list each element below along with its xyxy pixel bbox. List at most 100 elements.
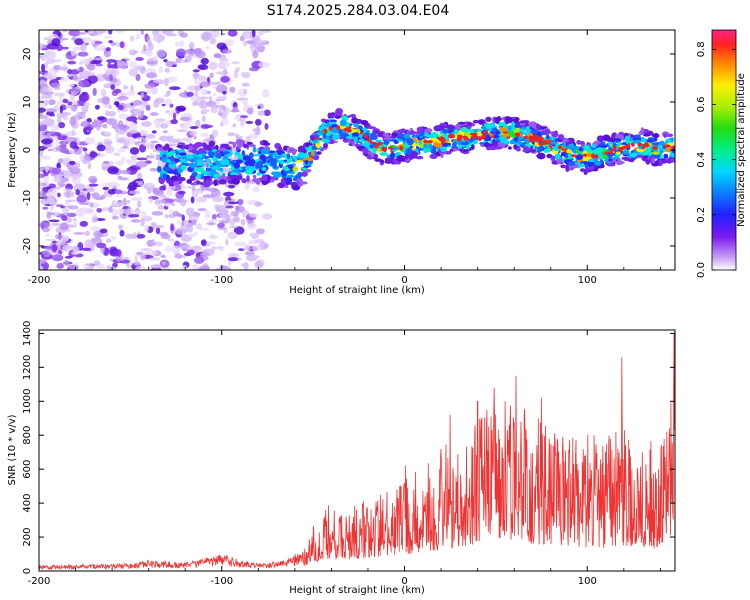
heatmap-noise-blob [126,116,138,122]
heatmap-noise-blob [135,73,141,82]
heatmap-noise-blob [155,227,161,235]
heatmap-ridge-blob [417,147,423,151]
heatmap-noise-blob [210,233,214,240]
heatmap-noise-blob [140,30,145,35]
heatmap-noise-blob [115,41,121,47]
heatmap-noise-blob [51,59,62,63]
heatmap-ridge-blob [419,131,425,137]
heatmap-noise-blob [170,119,178,125]
heatmap-ridge-blob [305,157,314,162]
heatmap-noise-blob [116,200,126,206]
snr-x-axis-label: Height of straight line (km) [289,585,425,596]
heatmap-ridge-blob [509,131,517,138]
heatmap-noise-blob [257,105,261,109]
heatmap-ridge-blob [304,159,309,165]
heatmap-noise-blob [72,219,78,227]
snr-x-tick-label: -200 [28,576,51,587]
heatmap-noise-blob [182,255,187,259]
heatmap-noise-blob [107,166,119,175]
heatmap-ridge-blob [511,116,516,120]
heatmap-ridge-blob [242,144,249,148]
heatmap-noise-blob [177,190,186,195]
heatmap-peak-blob [514,132,521,137]
heatmap-noise-blob [257,30,264,36]
heatmap-noise-blob [128,129,138,134]
heatmap-ridge-blob [244,169,253,175]
heatmap-noise-blob [80,43,87,52]
heatmap-ridge-blob [535,154,543,158]
heatmap-peak-blob [532,134,539,140]
heatmap-noise-blob [240,120,245,127]
heatmap-noise-blob [93,260,101,266]
heatmap-ridge-blob [322,142,329,149]
heatmap-ridge-blob [353,136,358,143]
heatmap-noise-blob [206,187,219,192]
heatmap-ridge-blob [396,129,406,134]
heatmap-ridge-blob [176,172,181,179]
heatmap-noise-blob [54,234,64,240]
heatmap-ridge-blob [565,164,569,171]
heatmap-ridge-blob [322,139,331,143]
heatmap-noise-blob [149,197,153,203]
heatmap-noise-blob [100,88,107,98]
heatmap-noise-blob [238,117,246,123]
heatmap-noise-blob [42,227,50,233]
heatmap-noise-blob [204,210,211,219]
heatmap-noise-blob [191,189,199,198]
heatmap-noise-blob [227,201,239,205]
heatmap-noise-blob [201,124,214,129]
heatmap-noise-blob [116,208,125,216]
heatmap-noise-blob [86,187,96,193]
heatmap-noise-blob [79,153,84,162]
heatmap-noise-blob [227,231,238,240]
heatmap-noise-blob [136,157,148,161]
heatmap-noise-blob [201,115,206,123]
heatmap-noise-blob [106,59,117,63]
heatmap-noise-blob [72,173,78,181]
heatmap-noise-blob [89,225,101,232]
heatmap-noise-blob [114,127,119,133]
heatmap-ridge-blob [579,140,585,145]
heatmap-ridge-blob [156,165,162,173]
heatmap-noise-blob [190,95,202,102]
colorbar-ticks: 0.0 0.2 0.4 0.6 0.8 [696,41,736,278]
heatmap-noise-blob [165,110,170,114]
heatmap-noise-blob [51,254,64,262]
heatmap-noise-blob [123,84,127,91]
heatmap-noise-blob [96,144,106,152]
heatmap-noise-blob [195,197,203,202]
heatmap-noise-blob [200,109,210,113]
heatmap-noise-blob [140,248,152,252]
heatmap-noise-blob [252,245,262,252]
heatmap-noise-blob [130,154,140,161]
heatmap-noise-blob [101,131,112,136]
heatmap-noise-blob [186,224,194,233]
heatmap-noise-blob [79,220,88,227]
heatmap-ridge-blob [256,172,261,176]
snr-y-ticks: 0 200 400 600 800 1000 1200 1400 [22,321,675,574]
heatmap-ridge-blob [238,166,243,171]
snr-x-tick-label: 100 [578,576,597,587]
heatmap-noise-blob [211,129,219,138]
heatmap-ridge-blob [208,151,215,159]
heatmap-noise-blob [127,214,140,218]
heatmap-ridge-blob [507,125,512,131]
heatmap-noise-blob [64,259,69,267]
heatmap-noise-blob [87,162,92,170]
heatmap-noise-blob [170,223,175,232]
heatmap-peak-blob [582,153,588,157]
heatmap-noise-blob [70,49,76,57]
heatmap-ridge-blob [178,149,186,154]
heatmap-noise-blob [226,82,232,86]
heatmap-ridge-blob [430,147,437,154]
heatmap-noise-blob [72,245,80,253]
heatmap-noise-blob [107,181,120,189]
heatmap-noise-blob [66,217,73,223]
heatmap-ridge-blob [578,147,583,152]
heatmap-noise-blob [243,261,249,270]
heatmap-noise-blob [60,169,69,177]
heatmap-noise-blob [60,111,72,116]
heatmap-noise-blob [157,205,165,210]
heatmap-noise-blob [147,39,152,47]
